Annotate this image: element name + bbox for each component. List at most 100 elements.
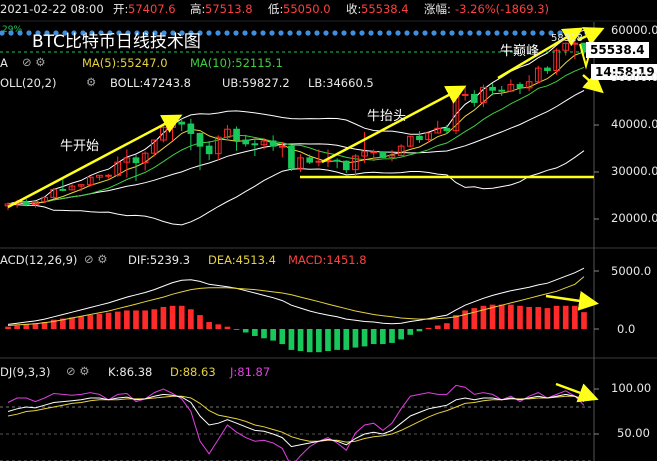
arrow-peak-up: [577, 27, 605, 46]
macd-histogram-bar: [334, 329, 340, 350]
peak-price-label: 58318: [551, 33, 583, 44]
candle-body: [315, 160, 323, 163]
macd-histogram-bar: [306, 329, 313, 353]
band-dot: [62, 30, 68, 36]
macd-histogram-bar: [5, 326, 11, 329]
kdj-settings-icon[interactable]: ⊘ ⚙: [66, 364, 90, 378]
candle-body: [96, 174, 103, 178]
boll-lb-value: LB:34660.5: [308, 76, 374, 90]
candle-body: [59, 188, 67, 191]
close-label: 收:: [346, 2, 362, 16]
band-dot: [251, 30, 257, 36]
macd-histogram-bar: [380, 329, 386, 345]
band-dot: [431, 30, 437, 36]
chart-title: BTC比特币日线技术图: [32, 32, 201, 52]
candle-body: [105, 174, 112, 177]
macd-histogram-bar: [105, 312, 112, 329]
candle-body: [544, 67, 551, 71]
band-dot: [296, 30, 302, 36]
macd-histogram-bar: [160, 306, 167, 329]
band-dot: [332, 30, 338, 36]
band-dot: [467, 30, 473, 36]
macd-histogram-bar: [343, 329, 350, 350]
dif-value: DIF:5239.3: [128, 253, 191, 267]
low-value: 55050.0: [283, 2, 331, 16]
ma10-line: [7, 66, 585, 205]
d-line: [7, 395, 585, 443]
pct-tag: 29%: [2, 25, 23, 35]
band-dot: [323, 30, 329, 36]
macd-tick-0: 0.0: [617, 322, 636, 336]
annotation-bull-peak: 牛巅峰: [500, 44, 540, 59]
macd-histogram-bar: [544, 308, 551, 329]
current-price-tag: 55538.4: [586, 42, 649, 58]
macd-histogram-bar: [562, 305, 569, 329]
band-dot: [512, 30, 518, 36]
price-tick-50000: 50000.0: [611, 70, 657, 84]
macd-histogram-bar: [361, 329, 368, 347]
ma-settings-icon[interactable]: ⊘ ⚙: [22, 55, 46, 69]
macd-histogram-bar: [316, 329, 322, 353]
arrow-macd-cross: [545, 290, 599, 311]
candle-body: [379, 151, 387, 158]
candle-body: [480, 86, 487, 103]
macd-histogram-bar: [78, 316, 84, 329]
macd-histogram-bar: [142, 310, 148, 329]
candle-body: [352, 155, 359, 171]
candle-body: [123, 157, 131, 163]
candle-body: [114, 161, 122, 176]
boll-value: BOLL:47243.8: [110, 76, 191, 90]
band-dot: [269, 30, 275, 36]
annotation-bull-rise: 牛抬头: [367, 109, 407, 124]
candle-body: [269, 140, 277, 147]
macd-histogram-bar: [425, 327, 432, 329]
macd-histogram-bar: [572, 305, 578, 329]
candle-body: [50, 188, 58, 198]
macd-histogram-bar: [69, 317, 75, 329]
candle-body: [41, 196, 48, 203]
d-value: D:88.63: [170, 365, 216, 379]
candle-body: [534, 67, 542, 83]
band-dot: [395, 30, 401, 36]
macd-histogram-bar: [60, 318, 66, 329]
macd-histogram-bar: [407, 329, 414, 335]
candle-body: [397, 145, 405, 157]
band-dot: [260, 30, 266, 36]
candle-body: [150, 139, 158, 154]
boll-row-label: OLL(20,2): [0, 76, 57, 90]
countdown-tag: 14:58:19: [591, 64, 657, 80]
band-dot: [386, 30, 392, 36]
macd-histogram-bar: [279, 329, 286, 345]
boll-settings-icon[interactable]: ⚙: [86, 75, 97, 89]
arrow-bull-start: [7, 114, 183, 209]
macd-histogram-bar: [87, 315, 94, 329]
j-line: [7, 384, 585, 461]
candle-body: [507, 84, 515, 92]
candle-body: [132, 157, 140, 164]
candle-body: [22, 202, 30, 205]
boll-lower-line: [7, 150, 585, 226]
candle-body: [187, 123, 195, 134]
band-dot: [278, 30, 284, 36]
band-dot: [35, 30, 41, 36]
boll-ub-value: UB:59827.2: [222, 76, 290, 90]
macd-histogram-bar: [325, 329, 331, 352]
band-dot: [359, 30, 365, 36]
macd-histogram-bar: [398, 329, 404, 340]
band-dot: [179, 30, 185, 36]
macd-settings-icon[interactable]: ⊘ ⚙: [84, 252, 108, 266]
band-dot: [188, 30, 194, 36]
band-dot: [305, 30, 311, 36]
macd-histogram-bar: [169, 305, 176, 329]
candle-body: [32, 201, 39, 205]
macd-histogram-bar: [535, 306, 542, 329]
candle-body: [242, 139, 250, 145]
band-dot: [125, 30, 131, 36]
band-dot: [458, 30, 464, 36]
band-dot: [161, 30, 167, 36]
change-label: 涨幅:: [424, 2, 451, 16]
ma-row-label: A: [0, 56, 8, 70]
macd-histogram-bar: [261, 329, 267, 339]
ma5-value: MA(5):55247.0: [82, 56, 168, 70]
